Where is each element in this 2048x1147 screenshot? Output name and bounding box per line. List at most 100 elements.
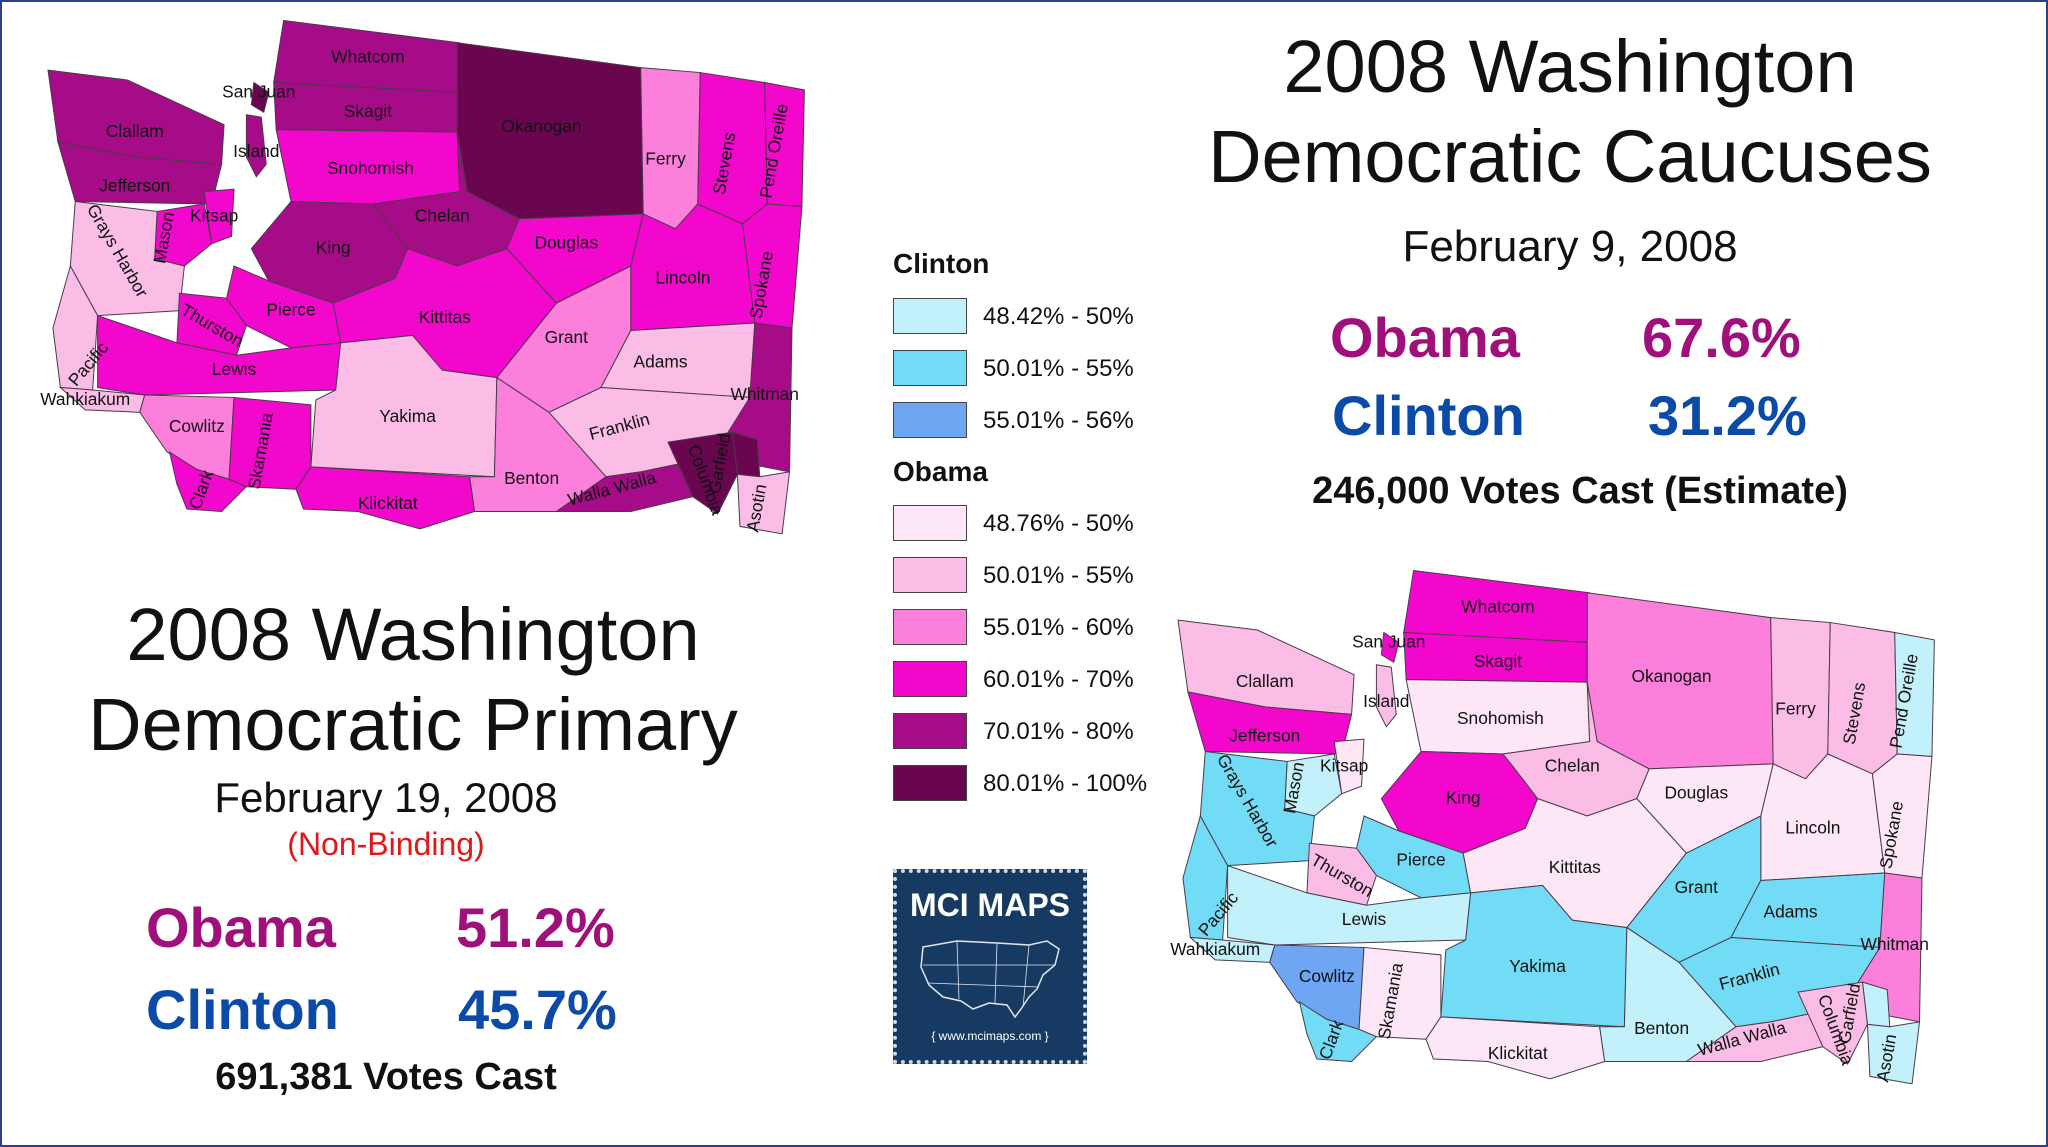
legend-clinton-title: Clinton: [893, 248, 990, 279]
county-label-skagit: Skagit: [344, 101, 392, 121]
county-label-ferry: Ferry: [1775, 698, 1816, 718]
county-san-juan: [1380, 631, 1400, 664]
county-asotin: [1866, 1021, 1921, 1085]
county-label-klickitat: Klickitat: [1488, 1043, 1548, 1063]
county-label-kitsap: Kitsap: [190, 205, 238, 225]
caucus-obama-pct: 67.6%: [1642, 306, 1801, 369]
legend-clinton-swatch: [893, 298, 967, 334]
county-label-yakima: Yakima: [1509, 956, 1566, 976]
county-jefferson: [57, 141, 223, 205]
county-label-benton: Benton: [1634, 1018, 1689, 1038]
county-label-adams: Adams: [1764, 902, 1818, 922]
county-label-okanogan: Okanogan: [501, 116, 581, 136]
county-columbia: [667, 431, 738, 515]
caucus-results: Obama 67.6% Clinton 31.2%: [1330, 305, 1890, 461]
county-label-whitman: Whitman: [730, 384, 799, 404]
primary-title-block: 2008 Washington Democratic Primary Febru…: [0, 590, 826, 863]
county-label-island: Island: [1363, 691, 1409, 711]
legend-obama-swatch: [893, 557, 967, 593]
primary-clinton-pct: 45.7%: [458, 978, 617, 1041]
county-benton: [469, 376, 607, 513]
primary-clinton-name: Clinton: [146, 978, 339, 1041]
county-label-clallam: Clallam: [1236, 671, 1294, 691]
caucus-date: February 9, 2008: [1402, 222, 1738, 271]
county-klickitat: [1425, 1016, 1606, 1080]
county-label-skagit: Skagit: [1474, 651, 1522, 671]
county-clark: [168, 450, 248, 513]
county-san-juan: [250, 81, 270, 114]
county-columbia: [1797, 981, 1868, 1065]
caucus-votes: 246,000 Votes Cast (Estimate): [1312, 470, 1848, 512]
caucus-title-block: 2008 Washington Democratic Caucuses Febr…: [1130, 22, 2010, 272]
primary-obama-name: Obama: [146, 896, 336, 959]
county-label-san-juan: San Juan: [222, 81, 295, 101]
primary-result-obama: Obama 51.2%: [146, 895, 686, 977]
county-spokane: [1871, 753, 1933, 879]
county-label-lincoln: Lincoln: [1785, 817, 1840, 837]
county-label-clallam: Clallam: [106, 121, 164, 141]
county-label-cowlitz: Cowlitz: [1299, 966, 1355, 986]
county-label-jefferson: Jefferson: [1229, 726, 1300, 746]
county-label-chelan: Chelan: [415, 205, 470, 225]
mci-maps-logo: MCI MAPS { www.mcimaps.com }: [893, 869, 1087, 1064]
county-label-whatcom: Whatcom: [331, 47, 404, 67]
county-label-kittitas: Kittitas: [1549, 857, 1601, 877]
county-label-snohomish: Snohomish: [1457, 708, 1544, 728]
county-island: [245, 114, 267, 178]
county-label-kittitas: Kittitas: [419, 307, 471, 327]
primary-title-line2: Democratic Primary: [88, 683, 738, 766]
county-label-whatcom: Whatcom: [1461, 597, 1534, 617]
legend-clinton-swatch: [893, 402, 967, 438]
county-label-douglas: Douglas: [534, 233, 598, 253]
county-benton: [1599, 926, 1737, 1063]
county-label-chelan: Chelan: [1545, 755, 1600, 775]
caucus-title-line1: 2008 Washington: [1283, 25, 1857, 108]
caucus-clinton-pct: 31.2%: [1648, 384, 1807, 447]
county-label-grant: Grant: [545, 327, 589, 347]
county-label-wahkiakum: Wahkiakum: [1170, 939, 1260, 959]
legend-obama-label: 70.01% - 80%: [983, 718, 1134, 745]
logo-title: MCI MAPS: [910, 887, 1070, 923]
county-label-snohomish: Snohomish: [327, 158, 414, 178]
county-label-kitsap: Kitsap: [1320, 755, 1368, 775]
county-thurston: [1306, 842, 1377, 906]
county-kitsap: [203, 188, 235, 245]
county-jefferson: [1187, 691, 1353, 755]
legend-obama-label: 80.01% - 100%: [983, 770, 1148, 797]
us-map-icon: [920, 940, 1060, 1019]
county-spokane: [741, 203, 803, 329]
county-label-lewis: Lewis: [1342, 909, 1387, 929]
caucus-obama-name: Obama: [1330, 306, 1520, 369]
legend-obama-label: 55.01% - 60%: [983, 614, 1134, 641]
primary-note: (Non-Binding): [287, 826, 485, 862]
county-kitsap: [1333, 738, 1365, 795]
legend-obama-label: 48.76% - 50%: [983, 510, 1134, 537]
primary-result-clinton: Clinton 45.7%: [146, 977, 686, 1059]
primary-obama-pct: 51.2%: [456, 896, 615, 959]
county-label-grant: Grant: [1675, 877, 1719, 897]
county-label-yakima: Yakima: [379, 406, 436, 426]
legend-clinton-swatch: [893, 350, 967, 386]
legend-obama-swatch: [893, 713, 967, 749]
county-label-lewis: Lewis: [212, 359, 257, 379]
legend-obama-swatch: [893, 505, 967, 541]
caucus-result-clinton: Clinton 31.2%: [1330, 383, 1890, 461]
county-thurston: [176, 292, 247, 356]
legend-obama-swatch: [893, 661, 967, 697]
county-label-adams: Adams: [634, 352, 688, 372]
caucus-result-obama: Obama 67.6%: [1330, 305, 1890, 383]
county-label-okanogan: Okanogan: [1631, 666, 1711, 686]
legend-clinton-label: 55.01% - 56%: [983, 407, 1134, 434]
legend-obama-swatch: [893, 609, 967, 645]
county-label-king: King: [1446, 788, 1481, 808]
legend-obama-label: 50.01% - 55%: [983, 562, 1134, 589]
county-klickitat: [295, 466, 476, 530]
county-label-island: Island: [233, 141, 279, 161]
county-label-ferry: Ferry: [645, 148, 686, 168]
county-label-klickitat: Klickitat: [358, 493, 418, 513]
logo-url: { www.mcimaps.com }: [931, 1029, 1049, 1043]
legend-clinton-label: 48.42% - 50%: [983, 303, 1134, 330]
legend-obama-swatch: [893, 765, 967, 801]
